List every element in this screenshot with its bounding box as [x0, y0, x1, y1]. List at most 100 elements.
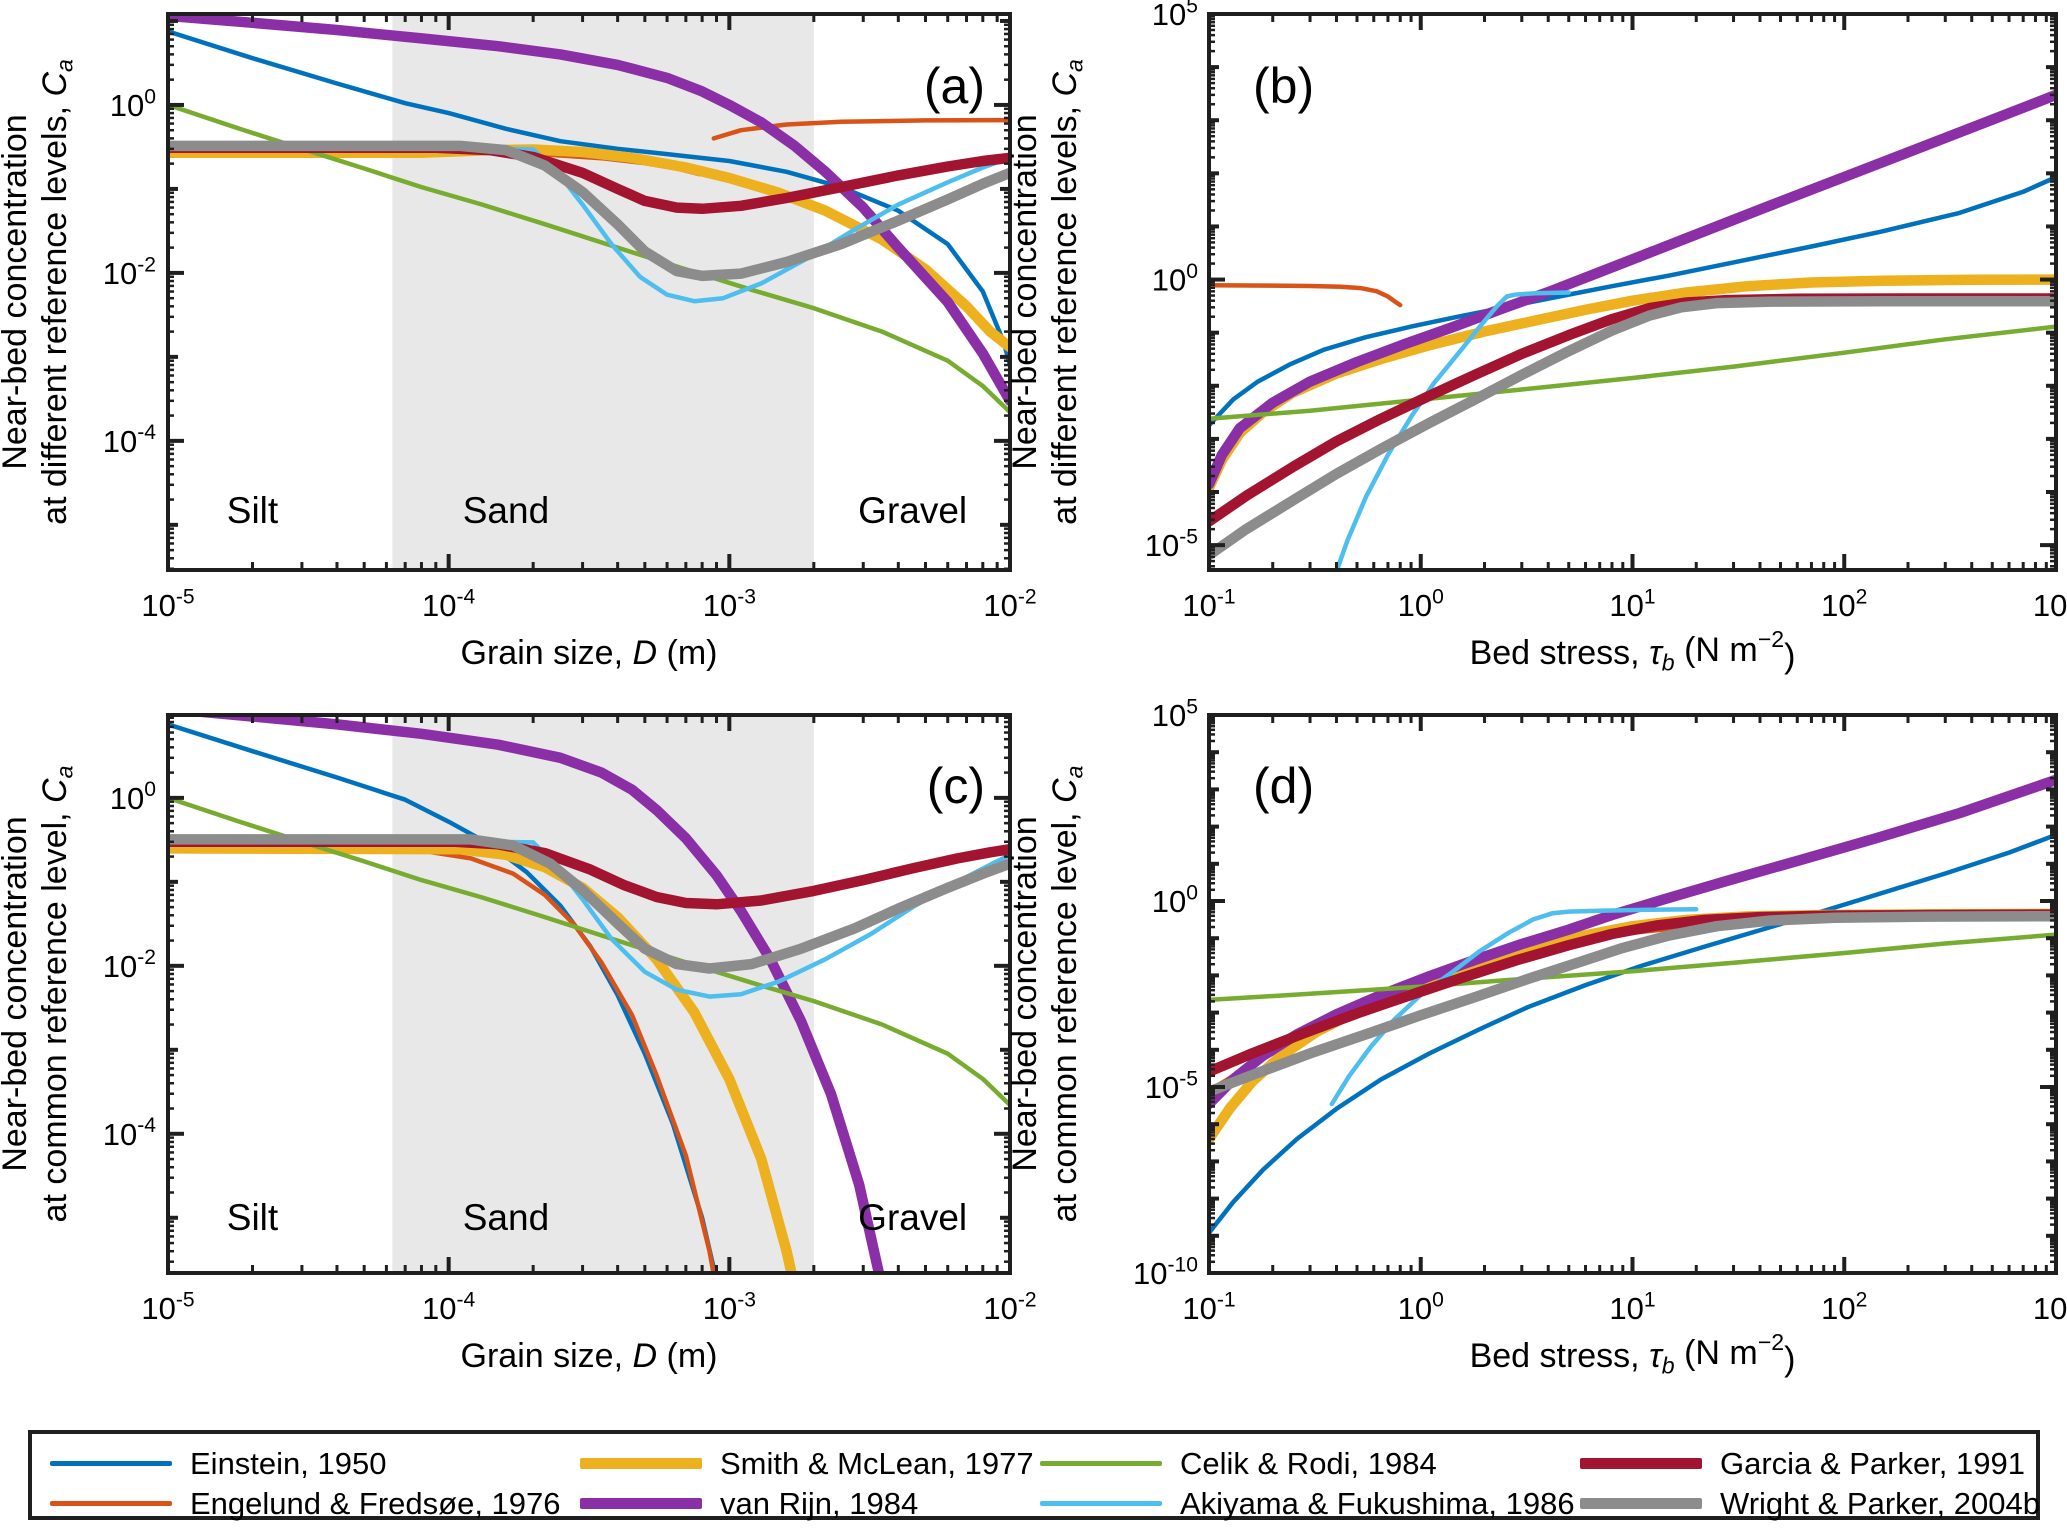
y-axis-label-line2-c: at common reference level, Ca [36, 765, 77, 1222]
x-axis-label-d: Bed stress, τb (N m−2) [1470, 1329, 1796, 1378]
panel-letter-c: (c) [927, 758, 985, 814]
legend-label-engelund: Engelund & Fredsøe, 1976 [190, 1485, 561, 1521]
series-vanrijn-b [1209, 89, 2056, 490]
y-axis-label-line1-d: Near-bed concentration [1006, 816, 1044, 1171]
panel-c: Silt Sand Gravel 10-5 10-4 10-3 10-2 10-4 10-2 10… [0, 713, 1037, 1375]
axis-ticks [166, 14, 1012, 571]
panel-letter-a: (a) [924, 58, 985, 114]
region-label-silt: Silt [227, 1197, 279, 1238]
axis-ticks [1207, 713, 2058, 1275]
x-tick-label: 102 [1821, 585, 1867, 623]
y-tick-label: 10-5 [1145, 525, 1198, 563]
panel-letter-b: (b) [1253, 58, 1314, 114]
x-axis-label-b: Bed stress, τb (N m−2) [1470, 626, 1796, 675]
legend-label-garcia: Garcia & Parker, 1991 [1720, 1445, 2025, 1481]
legend: Einstein, 1950 Smith & McLean, 1977 Celik … [28, 1430, 2040, 1520]
plot-frame [166, 713, 1012, 1275]
legend-entry-vanrijn: van Rijn, 1984 [580, 1486, 918, 1520]
x-tick-label: 100 [1398, 1288, 1444, 1326]
plot-frame [1207, 12, 2058, 572]
series-celik-b [1209, 324, 2056, 421]
legend-line-celik-icon [1040, 1460, 1162, 1466]
legend-entry-garcia: Garcia & Parker, 1991 [1580, 1446, 2025, 1480]
legend-label-smith: Smith & McLean, 1977 [720, 1445, 1034, 1481]
x-tick-label: 103 [2033, 585, 2067, 623]
y-axis-label-line1-a: Near-bed concentration [0, 114, 34, 469]
sand-band [392, 715, 814, 1273]
y-axis-label-line2-a: at different reference levels, Ca [36, 59, 77, 525]
x-axis-label-c: Grain size, D (m) [461, 1337, 718, 1375]
legend-entry-celik: Celik & Rodi, 1984 [1040, 1446, 1437, 1480]
series-celik-a [168, 102, 1010, 415]
y-tick-label: 10-10 [1133, 1253, 1198, 1291]
series-akiyama-b [1334, 290, 1572, 570]
panel-d: 10-1 100 101 102 103 10-10 10-5 100 105 (d) Bed st… [1006, 695, 2067, 1378]
x-tick-label: 100 [1398, 585, 1444, 623]
series-wright-b [1209, 296, 2056, 561]
y-tick-label: 10-4 [103, 1114, 157, 1152]
y-axis-label-line2-d: at common reference level, Ca [1046, 765, 1087, 1222]
y-axis-label-line1-b: Near-bed concentration [1006, 114, 1044, 469]
series-engelund-b [1209, 283, 1403, 308]
legend-label-wright: Wright & Parker, 2004b [1720, 1485, 2040, 1521]
legend-entry-akiyama: Akiyama & Fukushima, 1986 [1040, 1486, 1575, 1520]
y-tick-label: 10-5 [1145, 1067, 1198, 1105]
legend-entry-wright: Wright & Parker, 2004b [1580, 1486, 2040, 1520]
x-tick-label: 102 [1821, 1288, 1867, 1326]
x-tick-label: 10-2 [983, 1288, 1036, 1326]
legend-line-vanrijn-icon [580, 1497, 702, 1509]
y-axis-label-line1-c: Near-bed concentration [0, 816, 34, 1171]
y-tick-label: 100 [1152, 260, 1198, 298]
x-tick-label: 10-1 [1182, 1288, 1235, 1326]
series-vanrijn-a [168, 14, 1010, 407]
legend-line-akiyama-icon [1040, 1500, 1162, 1506]
y-tick-label: 10-2 [103, 253, 156, 291]
x-tick-label: 10-2 [983, 585, 1036, 623]
series-celik-c [168, 795, 1010, 1108]
series-wright-c [168, 834, 1010, 974]
x-tick-label: 101 [1609, 585, 1655, 623]
x-tick-label: 10-3 [703, 1288, 756, 1326]
x-tick-label: 103 [2033, 1288, 2067, 1326]
series-vanrijn-c [178, 715, 885, 1273]
y-tick-label: 10-4 [103, 421, 157, 459]
y-axis-label-line2-b: at different reference levels, Ca [1046, 59, 1087, 525]
y-tick-label: 100 [110, 85, 156, 123]
series-akiyama-d [1329, 907, 1699, 1107]
y-tick-label: 10-2 [103, 946, 156, 984]
series-einstein-a [168, 29, 1010, 368]
legend-line-wright-icon [1580, 1497, 1702, 1509]
series-wright-d [1209, 910, 2056, 1097]
y-tick-label: 100 [1152, 881, 1198, 919]
y-tick-label: 105 [1152, 0, 1198, 32]
x-tick-label: 10-3 [703, 585, 756, 623]
legend-label-einstein: Einstein, 1950 [190, 1445, 387, 1481]
y-tick-label: 105 [1152, 695, 1198, 733]
panel-a: Silt Sand Gravel 10-5 10-4 10-3 10-2 10-4 10-2 10… [0, 12, 1037, 672]
series-wright-a [168, 140, 1010, 282]
y-tick-label: 100 [110, 778, 156, 816]
sand-band [392, 14, 814, 570]
x-tick-label: 10-5 [141, 585, 194, 623]
region-label-sand: Sand [463, 490, 549, 531]
x-tick-label: 101 [1609, 1288, 1655, 1326]
legend-line-smith-icon [580, 1457, 702, 1469]
x-tick-label: 10-4 [422, 585, 476, 623]
region-label-silt: Silt [227, 490, 279, 531]
region-label-gravel: Gravel [858, 1197, 967, 1238]
legend-entry-einstein: Einstein, 1950 [50, 1446, 386, 1480]
legend-entry-smith: Smith & McLean, 1977 [580, 1446, 1034, 1480]
region-label-sand: Sand [463, 1197, 549, 1238]
legend-line-garcia-icon [1580, 1457, 1702, 1469]
x-tick-label: 10-1 [1182, 585, 1235, 623]
legend-line-einstein-icon [50, 1460, 172, 1466]
region-label-gravel: Gravel [858, 490, 967, 531]
x-tick-label: 10-4 [422, 1288, 476, 1326]
x-tick-label: 10-5 [141, 1288, 194, 1326]
legend-label-akiyama: Akiyama & Fukushima, 1986 [1180, 1485, 1575, 1521]
series-einstein-d [1209, 832, 2056, 1236]
series-celik-d [1209, 932, 2056, 1003]
panel-letter-d: (d) [1253, 758, 1314, 814]
